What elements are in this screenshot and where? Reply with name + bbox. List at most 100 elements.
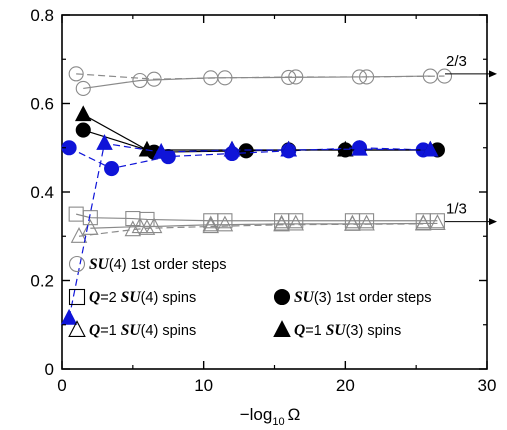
data-point [202, 215, 220, 232]
legend-label: SU(3) 1st order steps [294, 289, 432, 306]
data-point [217, 213, 233, 229]
series-line [82, 114, 431, 151]
series-q-1-su-4-spins-dashed- [70, 214, 432, 243]
x-axis-label-sub: 10 [272, 416, 284, 428]
y-tick-label: 0.6 [30, 95, 54, 114]
data-point [152, 142, 170, 159]
x-axis-label-prefix: −log [240, 405, 273, 424]
legend-entry: Q=2 SU(4) spins [68, 288, 196, 306]
legend-rest: (4) spins [141, 323, 197, 339]
legend-rest: (3) spins [346, 323, 402, 339]
data-point [436, 68, 453, 84]
x-tick-label: 0 [57, 376, 66, 395]
data-point [68, 320, 86, 338]
x-tick-label: 30 [478, 376, 497, 395]
data-point [344, 215, 361, 231]
y-tick-label: 0 [45, 360, 54, 379]
data-point [287, 214, 305, 231]
data-point [96, 134, 113, 150]
series-su-4-1st-order-steps-dashed- [68, 66, 453, 87]
data-point [280, 140, 297, 157]
data-point [429, 213, 445, 229]
data-point [68, 255, 86, 273]
data-point [68, 288, 86, 306]
legend-su: SU [326, 322, 347, 339]
data-point [273, 320, 291, 338]
data-point [104, 160, 120, 177]
series-q-1-su-4-spins [82, 214, 446, 235]
annotation-arrow-head [489, 70, 497, 78]
x-axis-label-var: Ω [288, 405, 301, 424]
plot-frame [61, 14, 488, 370]
data-point [145, 217, 163, 234]
y-tick-label: 0.2 [30, 272, 54, 291]
data-point [60, 308, 78, 325]
legend-q: Q [89, 289, 100, 306]
data-point [359, 69, 375, 85]
data-point [429, 214, 446, 231]
tick-labels: 0 10 20 30 0 0.2 0.4 0.6 0.8 [30, 6, 496, 395]
plot-border [61, 14, 488, 370]
data-point [217, 70, 233, 86]
data-point [273, 215, 290, 232]
legend-label: Q=2 SU(4) spins [89, 289, 196, 306]
data-point [359, 213, 375, 229]
data-point [70, 227, 88, 243]
series-q-1-su-3-spins-blue- [60, 134, 439, 325]
legend-label: SU(4) 1st order steps [89, 256, 227, 273]
legend-su: SU [294, 289, 315, 306]
legend-q-value: =1 [100, 323, 121, 339]
data-point [82, 210, 98, 226]
data-point [288, 213, 304, 229]
series-su-4-1st-order-steps [75, 68, 438, 97]
series-line [76, 213, 438, 222]
legend-su: SU [89, 256, 110, 273]
series-line [78, 223, 424, 237]
series-layer [60, 66, 453, 325]
data-point [74, 105, 92, 122]
legend-entry: Q=1 SU(4) spins [68, 320, 196, 339]
data-point [138, 140, 156, 157]
data-point [68, 66, 84, 82]
data-point [281, 69, 297, 85]
legend-entry: SU(4) 1st order steps [68, 255, 227, 273]
legend-su: SU [121, 322, 142, 339]
legend-rest: (4) 1st order steps [109, 257, 227, 273]
legend-label: Q=1 SU(3) spins [294, 322, 401, 339]
legend-q: Q [89, 322, 100, 339]
y-tick-label: 0.4 [30, 183, 54, 202]
legend-q: Q [294, 322, 305, 339]
y-tick-label: 0.8 [30, 6, 54, 25]
annotation-label: 1/3 [446, 201, 467, 218]
series-line [83, 75, 431, 90]
data-point [238, 143, 254, 159]
data-point [82, 219, 99, 235]
legend-rest: (4) spins [141, 290, 197, 306]
data-point [146, 71, 162, 87]
legend-label: Q=1 SU(4) spins [89, 322, 196, 339]
series-line [76, 73, 445, 80]
data-point [75, 122, 91, 138]
data-point [138, 219, 156, 235]
x-axis-label: −log10 Ω [240, 405, 301, 428]
x-tick-label: 10 [194, 376, 213, 395]
data-point [223, 140, 241, 157]
legend-q-value: =2 [100, 290, 121, 306]
data-point [202, 217, 220, 234]
data-point [358, 214, 375, 231]
data-point [216, 215, 234, 232]
data-point [131, 217, 149, 234]
data-point [351, 139, 368, 156]
legend-q-value: =1 [305, 323, 326, 339]
legend-su: SU [121, 289, 142, 306]
legend-entry: Q=1 SU(3) spins [273, 320, 401, 339]
data-point [273, 288, 291, 306]
annotation-arrow-head [489, 218, 497, 226]
annotation-layer: 2/3 1/3 [445, 53, 497, 226]
data-point [414, 214, 432, 231]
annotation-label: 2/3 [446, 53, 467, 70]
data-point [124, 220, 142, 237]
legend-entry: SU(3) 1st order steps [273, 288, 432, 306]
